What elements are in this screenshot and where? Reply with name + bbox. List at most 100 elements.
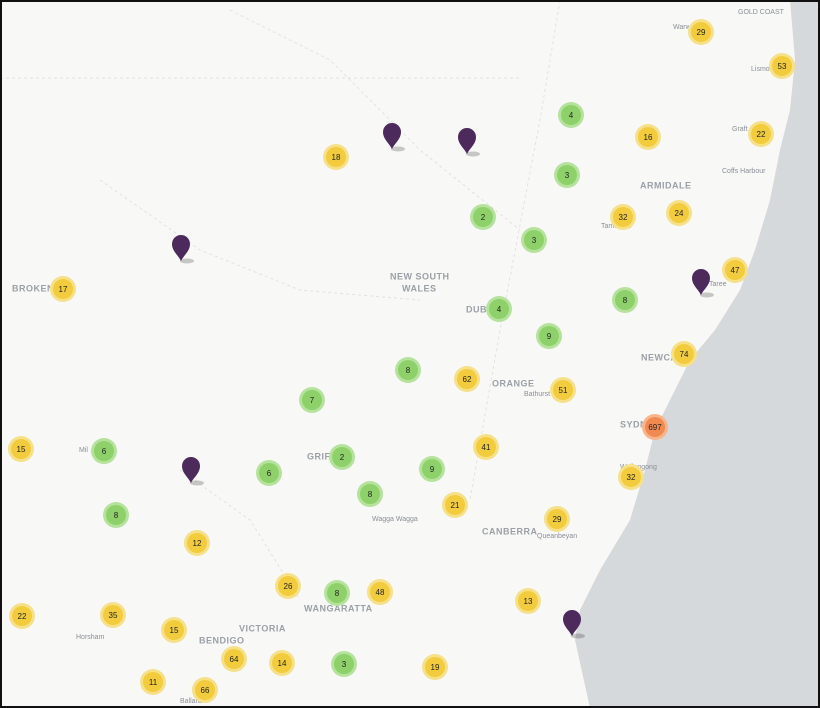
cluster-count: 35 [109, 611, 118, 620]
place-label: GRIFF [307, 451, 337, 461]
cluster: 24 [666, 200, 692, 226]
place-label: Horsham [76, 634, 105, 641]
cluster-count: 4 [497, 305, 502, 314]
cluster-core [518, 591, 538, 611]
cluster-core [94, 441, 114, 461]
cluster-count: 32 [627, 473, 636, 482]
cluster: 53 [769, 53, 795, 79]
place-label: Taree [709, 281, 727, 288]
cluster-count: 11 [149, 678, 158, 687]
cluster: 51 [550, 377, 576, 403]
place-label: CANBERRA [482, 526, 538, 536]
cluster: 15 [161, 617, 187, 643]
pin [458, 128, 480, 157]
place-label: Queanbeyan [537, 533, 577, 540]
cluster: 22 [748, 121, 774, 147]
cluster-core [489, 299, 509, 319]
cluster-core [360, 484, 380, 504]
cluster: 8 [324, 580, 350, 606]
cluster-core [259, 463, 279, 483]
cluster-count: 8 [114, 511, 119, 520]
cluster-core [621, 467, 641, 487]
cluster-count: 22 [18, 612, 27, 621]
cluster: 17 [50, 276, 76, 302]
cluster-core [103, 605, 123, 625]
cluster-core [370, 582, 390, 602]
cluster-core [557, 165, 577, 185]
cluster: 697 [642, 414, 668, 440]
pin-shadow [571, 633, 585, 639]
pin [182, 457, 204, 486]
cluster: 11 [140, 669, 166, 695]
pin-shadow [391, 146, 405, 152]
cluster: 4 [558, 102, 584, 128]
place-label: WANGARATTA [304, 603, 373, 613]
cluster-core [195, 680, 215, 700]
cluster: 2 [329, 444, 355, 470]
cluster-core [422, 459, 442, 479]
pin-shape [563, 610, 581, 636]
cluster: 8 [103, 502, 129, 528]
ocean [575, 0, 820, 708]
cluster: 21 [442, 492, 468, 518]
cluster-count: 29 [553, 515, 562, 524]
cluster: 64 [221, 646, 247, 672]
cluster-core [524, 230, 544, 250]
cluster-count: 9 [547, 332, 552, 341]
cluster: 62 [454, 366, 480, 392]
cluster-core [11, 439, 31, 459]
cluster-count: 32 [619, 213, 628, 222]
cluster-count: 47 [731, 266, 740, 275]
cluster-count: 51 [559, 386, 568, 395]
cluster-core [638, 127, 658, 147]
cluster-core [326, 147, 346, 167]
cluster: 2 [470, 204, 496, 230]
cluster: 7 [299, 387, 325, 413]
cluster-core [445, 495, 465, 515]
cluster-count: 2 [340, 453, 345, 462]
cluster: 47 [722, 257, 748, 283]
cluster-core [278, 576, 298, 596]
cluster-core [143, 672, 163, 692]
cluster-core [674, 344, 694, 364]
cluster-count: 8 [335, 589, 340, 598]
cluster-count: 17 [59, 285, 68, 294]
cluster: 6 [91, 438, 117, 464]
place-label: VICTORIA [239, 623, 286, 633]
cluster-count: 9 [430, 465, 435, 474]
cluster: 8 [357, 481, 383, 507]
cluster-count: 8 [623, 296, 628, 305]
cluster-count: 12 [193, 539, 202, 548]
pin-shadow [466, 151, 480, 157]
cluster: 74 [671, 341, 697, 367]
cluster-count: 29 [697, 28, 706, 37]
cluster-count: 3 [532, 236, 537, 245]
cluster-core [12, 606, 32, 626]
cluster: 3 [554, 162, 580, 188]
cluster-count: 8 [406, 366, 411, 375]
place-label: Mil [79, 447, 88, 454]
cluster-core [476, 437, 496, 457]
cluster: 4 [486, 296, 512, 322]
cluster-count: 7 [310, 396, 315, 405]
cluster-count: 19 [431, 663, 440, 672]
pin-shape [692, 269, 710, 295]
cluster: 48 [367, 579, 393, 605]
pin-shape [383, 123, 401, 149]
cluster-core [725, 260, 745, 280]
cluster-count: 2 [481, 213, 486, 222]
place-label: Ballara [180, 698, 202, 705]
cluster-count: 18 [332, 153, 341, 162]
cluster: 19 [422, 654, 448, 680]
cluster-count: 62 [463, 375, 472, 384]
cluster: 15 [8, 436, 34, 462]
cluster: 35 [100, 602, 126, 628]
cluster: 8 [395, 357, 421, 383]
cluster-count: 6 [102, 447, 107, 456]
cluster-count: 66 [201, 686, 210, 695]
place-label: GOLD COAST [738, 9, 785, 16]
place-label: NEW SOUTH [390, 271, 450, 281]
cluster-count: 26 [284, 582, 293, 591]
